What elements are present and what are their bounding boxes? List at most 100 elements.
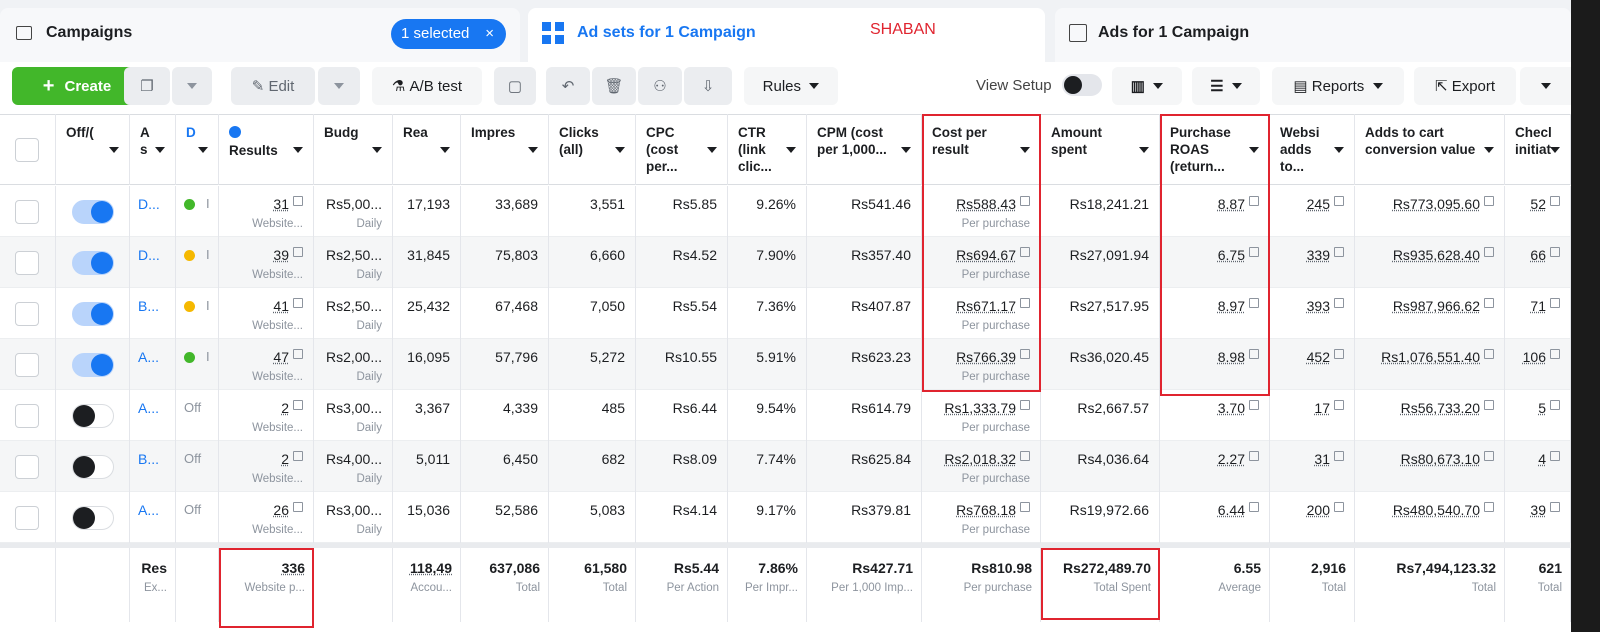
totals-cell: 336 Website p... xyxy=(219,548,314,622)
table-cell: 66 xyxy=(1505,237,1571,288)
create-button[interactable]: + Create xyxy=(12,67,142,105)
metric-note: Daily xyxy=(356,269,382,281)
table-cell: 2 Website... xyxy=(219,441,314,492)
header-cell: CPC (cost per... xyxy=(636,114,728,185)
sort-caret[interactable] xyxy=(1020,147,1030,153)
table-cell: Rs623.23 xyxy=(807,339,922,390)
ad-set-name[interactable]: A... xyxy=(138,349,160,365)
metric-value: Rs935,628.40 xyxy=(1392,247,1495,263)
total-value: 2,916 xyxy=(1310,560,1346,576)
ab-test-button[interactable]: ⚗ A/B test xyxy=(372,67,482,105)
sort-caret[interactable] xyxy=(109,147,119,153)
sort-caret[interactable] xyxy=(372,147,382,153)
sort-caret[interactable] xyxy=(786,147,796,153)
sort-caret[interactable] xyxy=(528,147,538,153)
table-cell: Rs2,667.57 xyxy=(1041,390,1160,441)
metric-value: 16,095 xyxy=(407,349,450,365)
checkbox[interactable] xyxy=(15,404,39,428)
rules-button[interactable]: Rules xyxy=(744,67,838,105)
table-cell: 3,367 xyxy=(393,390,461,441)
sort-caret[interactable] xyxy=(615,147,625,153)
sort-caret[interactable] xyxy=(1139,147,1149,153)
ad-set-name[interactable]: D... xyxy=(138,196,160,212)
sort-caret[interactable] xyxy=(1550,147,1560,153)
breakdown-button[interactable]: ☰ xyxy=(1192,67,1260,105)
metric-value: Rs2,50... xyxy=(325,247,382,263)
checkbox[interactable] xyxy=(15,138,39,162)
table-cell: 17 xyxy=(1270,390,1355,441)
columns-button[interactable]: ▥ xyxy=(1112,67,1182,105)
table-cell: 452 xyxy=(1270,339,1355,390)
column-header: Purchase ROAS (return... xyxy=(1170,125,1231,174)
total-note: Total xyxy=(515,582,540,594)
toggle-knob xyxy=(73,405,95,427)
toggle[interactable] xyxy=(72,302,114,326)
sort-caret[interactable] xyxy=(440,147,450,153)
ad-set-name[interactable]: A... xyxy=(138,400,160,416)
sort-caret[interactable] xyxy=(901,147,911,153)
tab-label: Ad sets for 1 Campaign xyxy=(577,24,756,41)
totals-cell: 2,916 Total xyxy=(1270,548,1355,622)
totals-cell: Rs5.44 Per Action xyxy=(636,548,728,622)
toggle[interactable] xyxy=(72,404,114,428)
sort-caret[interactable] xyxy=(1484,147,1494,153)
export-menu-button[interactable]: ⇱ Export xyxy=(1414,67,1516,105)
undo-button[interactable]: ↶ xyxy=(546,67,590,105)
notes-button[interactable]: ▢ xyxy=(494,67,536,105)
checkbox[interactable] xyxy=(15,455,39,479)
delete-button[interactable]: 🗑 xyxy=(592,67,636,105)
table-cell: Rs5.54 xyxy=(636,288,728,339)
toggle[interactable] xyxy=(72,455,114,479)
ads-tab[interactable] xyxy=(1055,8,1571,62)
button-label: A/B test xyxy=(409,77,463,95)
sort-caret[interactable] xyxy=(707,147,717,153)
toggle[interactable] xyxy=(72,200,114,224)
ad-set-name[interactable]: D... xyxy=(138,247,160,263)
metric-value: Rs8.09 xyxy=(672,451,717,467)
table-cell: Rs379.81 xyxy=(807,492,922,543)
ad-set-name[interactable]: A... xyxy=(138,502,160,518)
checkbox[interactable] xyxy=(15,506,39,530)
audience-button[interactable]: ⚇ xyxy=(638,67,682,105)
table-cell xyxy=(0,441,56,492)
checkbox[interactable] xyxy=(15,251,39,275)
toggle[interactable] xyxy=(72,353,114,377)
adsets-tab[interactable] xyxy=(528,8,1045,64)
sort-caret[interactable] xyxy=(293,147,303,153)
table-cell: 33,689 xyxy=(461,186,549,237)
sort-caret[interactable] xyxy=(155,147,165,153)
metric-value: 3,551 xyxy=(589,196,625,212)
table-cell: 106 xyxy=(1505,339,1571,390)
header-cell xyxy=(0,114,56,185)
dropdown[interactable] xyxy=(318,67,360,105)
ad-set-name[interactable]: B... xyxy=(138,451,160,467)
sort-caret[interactable] xyxy=(1249,147,1259,153)
sort-caret[interactable] xyxy=(198,147,208,153)
header-cell: Clicks (all) xyxy=(549,114,636,185)
view-setup-toggle[interactable] xyxy=(1062,74,1102,96)
more-dropdown[interactable] xyxy=(1520,67,1571,105)
table-cell xyxy=(0,288,56,339)
table-cell: 682 xyxy=(549,441,636,492)
ad-set-name[interactable]: B... xyxy=(138,298,160,314)
dropdown[interactable] xyxy=(172,67,212,105)
totals-cell: 7.86% Per Impr... xyxy=(728,548,807,622)
table-cell: Rs357.40 xyxy=(807,237,922,288)
checkbox[interactable] xyxy=(15,200,39,224)
checkbox[interactable] xyxy=(15,302,39,326)
sort-caret[interactable] xyxy=(1334,147,1344,153)
total-value: Rs810.98 xyxy=(971,560,1032,576)
toggle[interactable] xyxy=(72,251,114,275)
selected-badge[interactable]: 1 selected × xyxy=(391,19,506,49)
reports-button[interactable]: ▤ Reports xyxy=(1272,67,1404,105)
edit-button[interactable]: ✎ Edit xyxy=(231,67,315,105)
table-cell xyxy=(56,492,130,543)
delivery: I xyxy=(206,298,210,313)
delivery: I xyxy=(206,247,210,262)
export-button[interactable]: ⇩ xyxy=(684,67,732,105)
totals-cell: 637,086 Total xyxy=(461,548,549,622)
duplicate-button[interactable]: ❐ xyxy=(124,67,170,105)
metric-value: 5,272 xyxy=(589,349,625,365)
checkbox[interactable] xyxy=(15,353,39,377)
toggle[interactable] xyxy=(72,506,114,530)
